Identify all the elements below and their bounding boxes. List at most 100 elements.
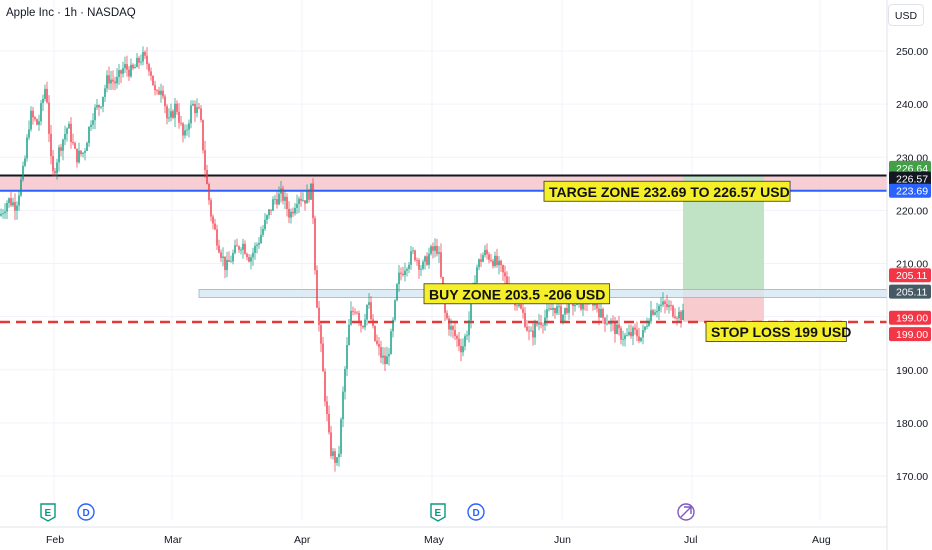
candle-body [672, 305, 674, 317]
candle-body [382, 355, 384, 358]
candle-body [542, 324, 544, 326]
price-badge [889, 171, 931, 186]
candle-body [678, 311, 680, 319]
y-tick-label: 170.00 [896, 471, 928, 483]
candle-body [64, 133, 66, 140]
candle-body [550, 308, 552, 310]
dividend-icon[interactable] [467, 503, 485, 521]
candle-body [568, 296, 570, 313]
candle-body [430, 246, 432, 254]
candle-body [502, 265, 504, 273]
candle-body [406, 269, 408, 271]
candle-body [26, 137, 28, 159]
candle-body [460, 346, 462, 353]
candle-body [438, 252, 440, 254]
annotation-label: TARGE ZONE 232.69 TO 226.57 USD [549, 184, 790, 200]
candle-body [448, 318, 450, 330]
candle-body [640, 337, 642, 341]
candle-body [498, 260, 500, 266]
candle-body [332, 451, 334, 456]
candle-body [632, 327, 634, 337]
candle-body [170, 111, 172, 118]
candle-body [84, 151, 86, 153]
candle-body [36, 119, 38, 125]
candle-body [564, 307, 566, 315]
dividend-icon[interactable] [77, 503, 95, 521]
candle-body [470, 299, 472, 321]
candle-body [114, 81, 116, 84]
candle-body [676, 318, 678, 319]
candle-body [554, 307, 556, 314]
candle-body [212, 216, 214, 224]
annotation-label-box[interactable] [705, 321, 847, 342]
candle-body [516, 305, 518, 307]
candle-body [628, 332, 630, 335]
candle-body [604, 317, 606, 325]
candle-body [326, 401, 328, 414]
candle-body [540, 322, 542, 325]
candle-body [20, 179, 22, 196]
candle-body [38, 121, 40, 125]
candle-body [614, 321, 616, 335]
candle-body [680, 311, 682, 321]
candle-body [544, 317, 546, 326]
candle-body [336, 457, 338, 463]
candle-body [236, 245, 238, 247]
candle-body [178, 111, 180, 123]
candle-body [392, 319, 394, 332]
candle-body [270, 209, 272, 211]
candle-body [386, 356, 388, 365]
currency-button[interactable]: USD [888, 4, 924, 26]
annotation-label-box[interactable] [423, 283, 611, 305]
candle-body [612, 320, 614, 322]
candle-body [106, 75, 108, 89]
candle-body [668, 305, 670, 308]
candle-body [126, 64, 128, 70]
candle-body [334, 451, 336, 463]
candle-body [210, 200, 212, 217]
symbol-title: Apple Inc · 1h · NASDAQ [6, 7, 136, 19]
candle-body [144, 52, 146, 56]
candle-body [648, 321, 650, 326]
annotation-label-box[interactable] [543, 180, 791, 202]
candle-body [504, 272, 506, 277]
earnings-icon[interactable] [40, 503, 56, 522]
candle-body [118, 70, 120, 77]
candle-body [360, 321, 362, 326]
dividend-icon-label: D [473, 508, 480, 519]
candle-body [112, 79, 114, 82]
candle-body [598, 308, 600, 318]
price-badge-label: 226.57 [896, 174, 928, 186]
candle-body [186, 129, 188, 131]
candle-body [268, 209, 270, 216]
candle-body [408, 264, 410, 270]
candle-body [682, 310, 684, 321]
candle-body [52, 156, 54, 172]
candle-body [240, 249, 242, 251]
candle-body [130, 64, 132, 77]
candle-body [316, 270, 318, 308]
candle-body [6, 202, 8, 212]
candle-body [424, 256, 426, 262]
candle-body [138, 57, 140, 63]
candle-body [54, 171, 56, 174]
candle-body [148, 64, 150, 72]
candle-body [634, 327, 636, 330]
candle-body [400, 272, 402, 274]
candle-body [464, 336, 466, 347]
candle-body [376, 340, 378, 344]
candle-body [50, 133, 52, 157]
candle-body [370, 302, 372, 320]
candle-body [250, 257, 252, 262]
candle-body [374, 326, 376, 341]
candle-body [404, 270, 406, 276]
x-tick-label: May [424, 534, 445, 546]
candle-body [150, 71, 152, 76]
candle-body [308, 190, 310, 200]
earnings-icon[interactable] [430, 503, 446, 522]
candle-body [642, 330, 644, 338]
candle-body [140, 61, 142, 63]
candle-body [458, 338, 460, 347]
candle-body [44, 88, 46, 99]
